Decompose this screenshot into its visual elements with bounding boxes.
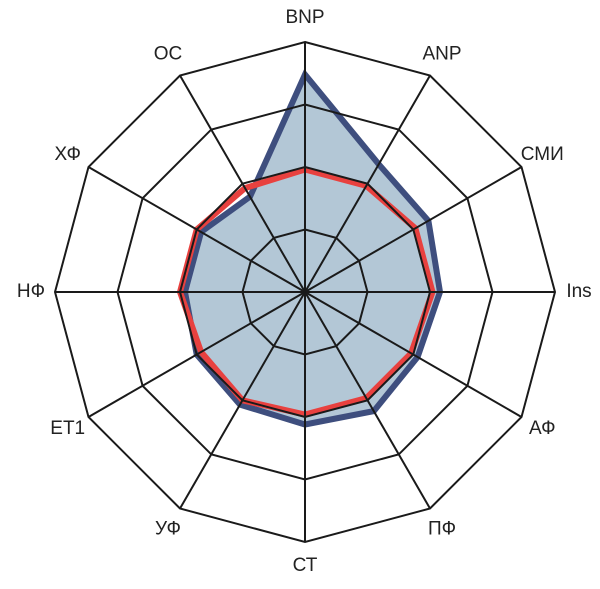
spoke — [304, 291, 431, 510]
axis-label: СТ — [293, 555, 318, 576]
spoke — [87, 166, 306, 293]
axis-label: ОС — [154, 44, 183, 65]
axis-label: АФ — [529, 418, 556, 439]
axis-label: ЕТ1 — [50, 418, 85, 439]
axis-label: НФ — [17, 281, 45, 302]
spoke — [304, 166, 523, 293]
axis-label: BNP — [285, 7, 324, 28]
spoke — [304, 74, 431, 293]
axis-label: ПФ — [428, 518, 456, 539]
spoke — [87, 291, 306, 418]
spoke — [304, 291, 523, 418]
axis-label: УФ — [155, 518, 181, 539]
axis-label: Ins — [566, 281, 591, 302]
axis-label: ANP — [422, 44, 461, 65]
axis-label: СМИ — [521, 144, 564, 165]
axis-label: ХФ — [54, 144, 81, 165]
spoke — [179, 291, 306, 510]
spoke — [179, 74, 306, 293]
